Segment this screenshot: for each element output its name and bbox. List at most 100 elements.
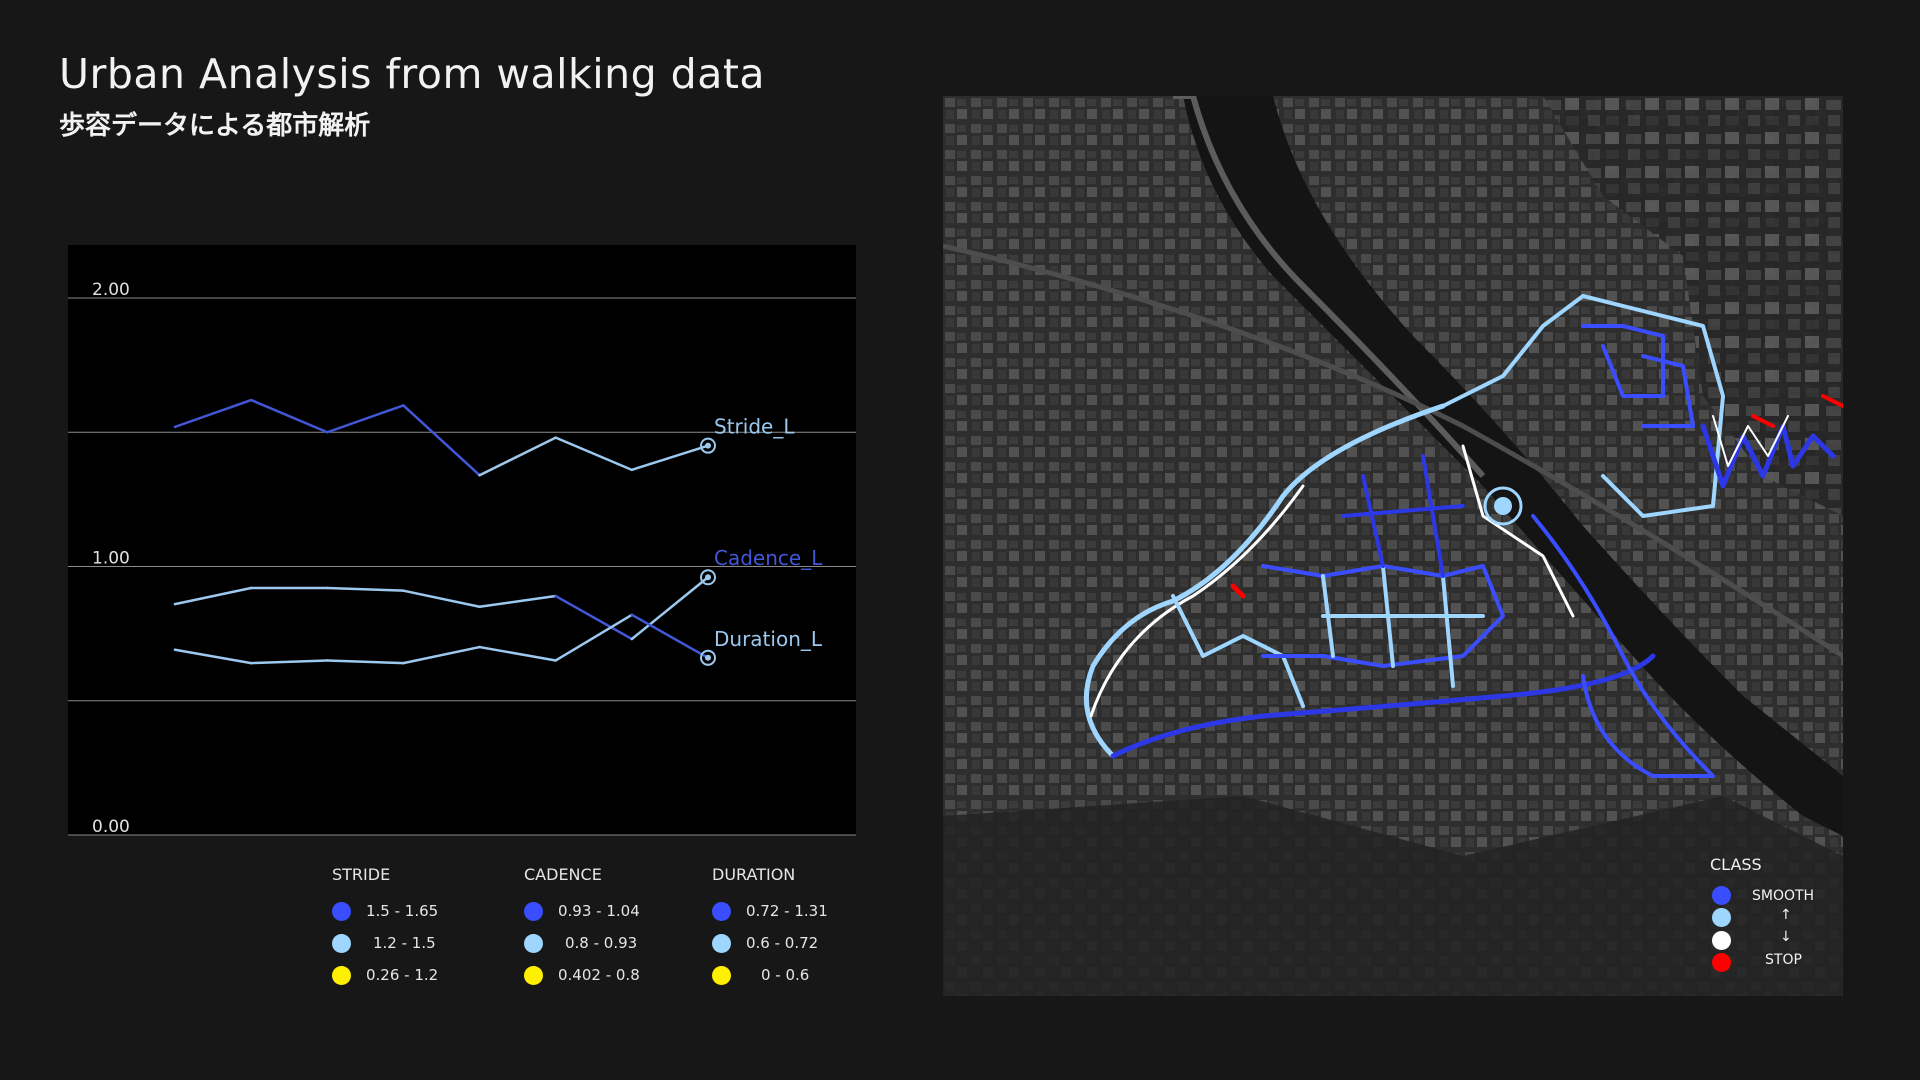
map-forest-south xyxy=(943,796,1843,996)
data-point xyxy=(173,602,177,606)
legend-item: 1.5 - 1.65 xyxy=(332,895,438,927)
legend-heading: CADENCE xyxy=(524,865,602,884)
legend-item: 0.6 - 0.72 xyxy=(712,927,828,959)
series-segment xyxy=(478,645,557,662)
chart-series xyxy=(173,398,716,666)
legend-dot xyxy=(712,901,731,921)
series-segment xyxy=(554,594,634,641)
series-segment xyxy=(173,398,253,429)
data-point xyxy=(478,645,481,649)
map-river-bank xyxy=(1173,96,1486,478)
series-segment xyxy=(554,613,634,662)
data-point xyxy=(249,398,253,402)
legend-item: 0.72 - 1.31 xyxy=(712,895,828,927)
legend-item: 0.402 - 0.8 xyxy=(524,959,640,991)
series-end-marker xyxy=(700,649,716,666)
legend-item: 0 - 0.6 xyxy=(712,959,828,991)
series-segment xyxy=(173,648,253,665)
current-location-ring xyxy=(1483,486,1523,526)
series-duration-l xyxy=(173,613,716,666)
y-tick-label: 2.00 xyxy=(92,280,130,300)
route-grid-4 xyxy=(1341,454,1465,578)
class-legend: CLASS SMOOTH ↑ ↓ STOP xyxy=(1710,855,1820,975)
data-point xyxy=(478,474,481,477)
legend-label: 1.2 - 1.5 xyxy=(373,934,436,952)
series-end-marker xyxy=(700,437,716,454)
data-point xyxy=(249,586,253,590)
map-river xyxy=(1183,96,1843,836)
data-point xyxy=(630,468,634,472)
series-label: Stride_L xyxy=(714,415,795,439)
y-tick-label: 0.00 xyxy=(92,817,130,837)
series-cadence-l xyxy=(173,569,716,641)
data-point xyxy=(402,661,405,665)
data-point xyxy=(326,431,329,434)
data-point xyxy=(173,425,177,429)
page-title: Urban Analysis from walking data xyxy=(59,50,766,98)
series-label: Duration_L xyxy=(714,627,823,651)
class-dot-stop xyxy=(1712,953,1731,972)
series-stride-l xyxy=(173,398,716,477)
down-arrow-icon: ↓ xyxy=(1780,929,1792,945)
data-point xyxy=(173,648,177,651)
legend-group-cadence: CADENCE 0.93 - 1.04 0.8 - 0.93 0.402 - 0… xyxy=(524,865,640,991)
legend-item: 0.26 - 1.2 xyxy=(332,959,438,991)
legend-dot xyxy=(332,901,351,921)
legend-group-duration: DURATION 0.72 - 1.31 0.6 - 0.72 0 - 0.6 xyxy=(712,865,828,991)
y-tick-label: 1.00 xyxy=(92,549,130,569)
route-outline-southwest xyxy=(1083,403,1446,759)
legend-heading: STRIDE xyxy=(332,865,391,884)
page-subtitle: 歩容データによる都市解析 xyxy=(59,111,371,141)
legend-label: 0.8 - 0.93 xyxy=(565,934,638,952)
map-highway xyxy=(943,243,1843,659)
data-point xyxy=(326,659,329,662)
series-end-dot xyxy=(705,442,711,449)
series-segment xyxy=(326,586,405,592)
series-segment xyxy=(173,586,253,606)
series-segment xyxy=(402,404,481,477)
legend-dot xyxy=(712,965,731,985)
legend-dot xyxy=(332,933,351,953)
chart-grid xyxy=(68,297,856,836)
series-segment xyxy=(554,436,634,472)
legend-label: 0.93 - 1.04 xyxy=(558,902,640,920)
route-inner-white xyxy=(1089,484,1305,718)
legend-label: 0.402 - 0.8 xyxy=(558,966,640,984)
legend-heading: DURATION xyxy=(712,865,796,884)
legend-label: 0.6 - 0.72 xyxy=(746,934,819,952)
y-axis-ticks: 2.00 1.00 0.00 xyxy=(92,280,130,837)
series-segment xyxy=(326,659,405,665)
data-point xyxy=(630,637,634,641)
series-segment xyxy=(478,436,557,477)
legend-dot xyxy=(524,901,543,921)
legend-item: 0.93 - 1.04 xyxy=(524,895,640,927)
series-segment xyxy=(326,404,405,434)
legend-label: 1.5 - 1.65 xyxy=(366,902,439,920)
legend-dot xyxy=(524,933,543,953)
data-point xyxy=(326,586,329,590)
series-segment xyxy=(402,589,481,609)
route-grid-1 xyxy=(1171,594,1305,708)
series-segment xyxy=(630,444,710,472)
route-north-grid xyxy=(1581,324,1695,428)
walking-routes xyxy=(1083,294,1843,778)
data-point xyxy=(402,589,405,592)
line-chart: 2.00 1.00 0.00 Stride_L Cadence_L Duration_L xyxy=(68,245,856,837)
data-point xyxy=(554,594,557,598)
map-forest-area xyxy=(1543,96,1843,516)
data-point xyxy=(402,404,405,407)
series-segment xyxy=(402,645,481,665)
legend-label: 0.26 - 1.2 xyxy=(366,966,439,984)
satellite-route-map xyxy=(943,96,1843,996)
series-label: Cadence_L xyxy=(714,546,823,570)
legend-dot xyxy=(524,965,543,985)
series-end-dot xyxy=(705,574,711,581)
route-grid-3 xyxy=(1321,564,1485,688)
data-point xyxy=(554,436,557,439)
class-dot-white xyxy=(1712,931,1731,950)
route-east-zigzag xyxy=(1700,423,1836,489)
series-segment xyxy=(249,398,329,434)
class-dot-smooth xyxy=(1712,886,1731,905)
route-river-north xyxy=(1441,294,1725,518)
chart-legend: STRIDE 1.5 - 1.65 1.2 - 1.5 0.26 - 1.2 C… xyxy=(320,865,860,985)
